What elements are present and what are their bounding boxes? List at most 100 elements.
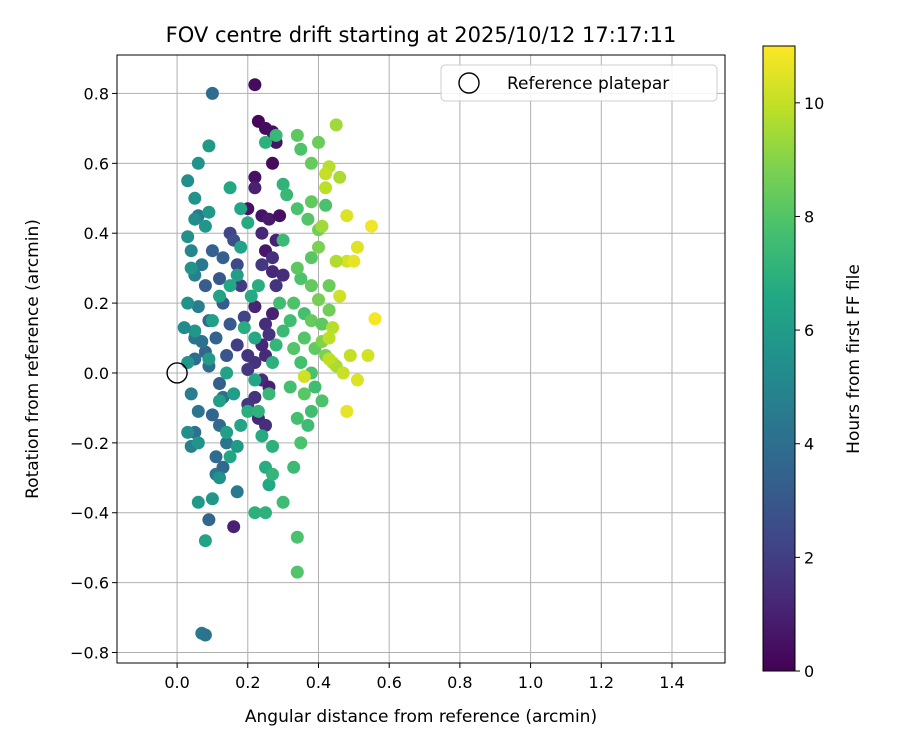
- data-point: [244, 289, 258, 303]
- data-point: [198, 628, 212, 642]
- data-point: [181, 425, 195, 439]
- y-tick-label: 0.2: [84, 294, 109, 313]
- data-point: [255, 226, 269, 240]
- data-point: [315, 219, 329, 233]
- data-point: [198, 279, 212, 293]
- data-point: [269, 338, 283, 352]
- y-tick-label: 0.8: [84, 84, 109, 103]
- data-point: [223, 181, 237, 195]
- data-point: [368, 312, 382, 326]
- data-point: [287, 460, 301, 474]
- x-tick-label: 1.4: [659, 673, 684, 692]
- data-point: [188, 191, 202, 205]
- data-point: [191, 156, 205, 170]
- data-point: [290, 261, 304, 275]
- data-point: [191, 436, 205, 450]
- data-point: [315, 394, 329, 408]
- data-point: [202, 139, 216, 153]
- data-point: [220, 349, 234, 362]
- y-tick-label: 0.4: [84, 224, 109, 243]
- data-point: [304, 314, 318, 328]
- data-point: [213, 377, 226, 390]
- data-point: [188, 212, 202, 226]
- data-point: [262, 212, 276, 226]
- colorbar: 0 2 4 6 8 10 Hours from first FF file: [762, 45, 864, 681]
- data-point: [329, 254, 343, 268]
- data-point: [259, 506, 272, 520]
- data-point: [276, 324, 290, 338]
- data-point: [241, 404, 255, 418]
- data-point: [326, 321, 340, 335]
- data-point: [202, 513, 216, 527]
- x-axis-ticks: 0.0 0.2 0.4 0.6 0.8 1.0 1.2 1.4: [164, 663, 685, 692]
- data-point: [304, 156, 318, 170]
- data-point: [216, 251, 230, 265]
- data-point: [304, 251, 318, 265]
- data-point: [251, 279, 265, 293]
- data-point: [205, 314, 219, 328]
- data-point: [322, 279, 336, 293]
- data-point: [336, 366, 350, 380]
- data-point: [297, 331, 311, 345]
- data-point: [290, 128, 304, 142]
- y-axis-label: Rotation from reference (arcmin): [23, 219, 43, 499]
- data-point: [248, 78, 262, 92]
- data-point: [262, 328, 276, 341]
- data-point: [266, 265, 279, 279]
- y-tick-label: 0.0: [84, 364, 109, 383]
- data-point: [287, 296, 301, 310]
- x-tick-label: 0.0: [164, 673, 189, 692]
- data-point: [230, 439, 244, 453]
- data-point: [198, 534, 212, 548]
- colorbar-tick-label: 4: [804, 435, 814, 454]
- data-point: [191, 300, 205, 314]
- x-axis-label: Angular distance from reference (arcmin): [245, 707, 597, 727]
- data-point: [181, 296, 195, 310]
- data-point: [294, 356, 308, 369]
- data-point: [227, 520, 241, 534]
- data-point: [262, 387, 276, 401]
- data-point: [290, 411, 304, 425]
- data-point: [213, 272, 226, 286]
- data-point: [290, 530, 304, 544]
- data-point: [191, 404, 205, 418]
- data-point: [230, 338, 244, 352]
- data-point: [181, 174, 195, 188]
- data-point: [322, 352, 336, 366]
- data-point: [333, 170, 347, 184]
- legend-marker: [458, 72, 480, 94]
- chart-title: FOV centre drift starting at 2025/10/12 …: [166, 23, 677, 47]
- x-tick-label: 0.4: [306, 673, 331, 692]
- data-point: [248, 300, 262, 314]
- y-tick-label: −0.2: [70, 434, 109, 453]
- data-point: [365, 219, 378, 233]
- data-point: [205, 86, 219, 100]
- data-point: [234, 279, 248, 293]
- x-tick-label: 1.2: [589, 673, 614, 692]
- data-point: [290, 202, 304, 216]
- data-point: [184, 244, 198, 258]
- data-point: [216, 460, 230, 474]
- data-point: [273, 296, 287, 310]
- data-point: [312, 293, 325, 307]
- data-point: [237, 310, 251, 324]
- legend-label: Reference platepar: [507, 74, 669, 94]
- data-point: [297, 387, 311, 401]
- data-point: [343, 349, 357, 362]
- x-tick-label: 1.0: [518, 673, 543, 692]
- data-point: [209, 450, 223, 464]
- data-point: [184, 261, 198, 275]
- data-point: [191, 495, 205, 509]
- data-point: [259, 135, 272, 149]
- colorbar-tick-label: 8: [804, 207, 814, 226]
- data-point: [312, 240, 325, 254]
- legend: Reference platepar: [440, 64, 718, 102]
- x-tick-label: 0.6: [376, 673, 401, 692]
- data-point: [269, 128, 283, 142]
- data-point: [213, 471, 226, 485]
- data-point: [223, 450, 237, 464]
- data-point: [202, 352, 216, 366]
- data-point: [251, 404, 265, 418]
- data-point: [198, 219, 212, 233]
